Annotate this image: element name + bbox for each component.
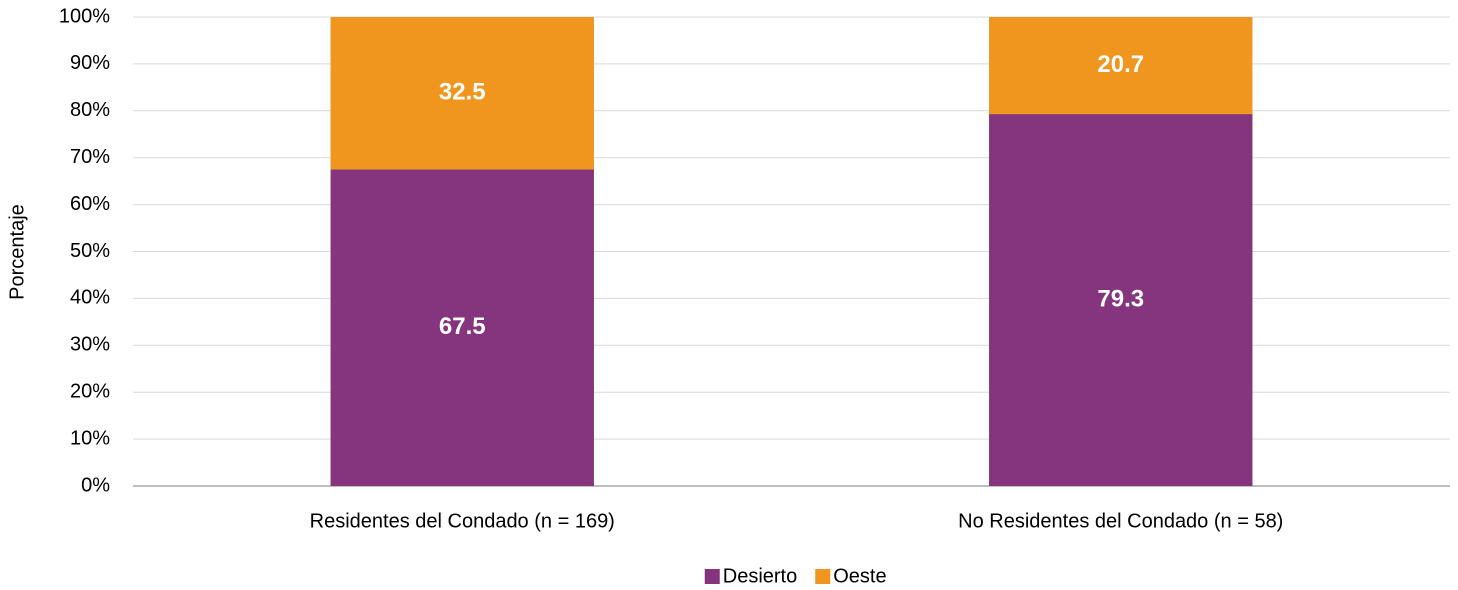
y-tick-label: 0%: [81, 474, 110, 496]
y-tick-label: 80%: [70, 99, 110, 121]
y-axis-label: Porcentaje: [6, 204, 28, 300]
bar-segment: [989, 17, 1253, 115]
value-label: 67.5: [439, 313, 486, 340]
y-tick-label: 60%: [70, 193, 110, 215]
legend-swatch: [815, 569, 831, 584]
x-tick-label: Residentes del Condado (n = 169): [310, 510, 615, 532]
value-label: 20.7: [1097, 51, 1144, 78]
bar-segment: [330, 17, 594, 170]
value-label: 79.3: [1097, 285, 1144, 312]
x-tick-label: No Residentes del Condado (n = 58): [958, 510, 1283, 532]
bar-segment: [330, 169, 594, 487]
value-label: 32.5: [439, 79, 486, 106]
legend-label: Oeste: [833, 565, 886, 587]
y-tick-label: 50%: [70, 240, 110, 262]
legend-swatch: [704, 569, 720, 584]
y-tick-label: 70%: [70, 146, 110, 168]
legend-label: Desierto: [723, 565, 797, 587]
y-tick-label: 30%: [70, 334, 110, 356]
y-tick-label: 10%: [70, 427, 110, 449]
y-tick-label: 100%: [59, 5, 110, 27]
bar-segment: [989, 114, 1253, 486]
y-tick-label: 20%: [70, 380, 110, 402]
y-tick-label: 40%: [70, 287, 110, 309]
y-tick-label: 90%: [70, 52, 110, 74]
